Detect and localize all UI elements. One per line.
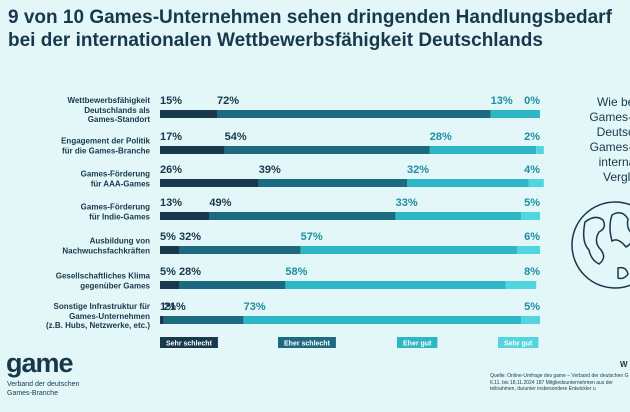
- bar-segment: [528, 179, 544, 187]
- bar-segment: [160, 110, 217, 118]
- value-label: 26%: [160, 164, 182, 176]
- bar-segment: [160, 281, 179, 289]
- legend-label: Sehr gut: [504, 341, 533, 348]
- bar-segment: [163, 316, 244, 324]
- legend-label: Sehr schlecht: [166, 341, 213, 348]
- legend-label: Eher schlecht: [284, 341, 331, 348]
- bar-segment: [217, 110, 491, 118]
- value-label: 5%: [160, 231, 176, 243]
- value-label: 57%: [301, 231, 323, 243]
- value-label: 8%: [524, 266, 540, 278]
- bar-segment: [429, 146, 537, 154]
- category-label: Games-Förderung für AAA-Games: [80, 169, 150, 189]
- category-label: Wettbewerbsfähigkeit Deutschlands als Ga…: [67, 95, 150, 124]
- category-label: Gesellschaftliches Klima gegenüber Games: [55, 271, 150, 291]
- value-label: 15%: [160, 95, 182, 107]
- bar-segment: [160, 179, 259, 187]
- value-label: 72%: [217, 95, 239, 107]
- bar-segment: [160, 316, 164, 324]
- bar-segment: [536, 146, 544, 154]
- value-label: 32%: [179, 231, 201, 243]
- bar-segment: [407, 179, 529, 187]
- value-label: 28%: [430, 131, 452, 143]
- bar-segment: [160, 212, 210, 220]
- bar-segment: [285, 281, 506, 289]
- value-label: 39%: [259, 164, 281, 176]
- bar-segment: [490, 110, 540, 118]
- value-label: 4%: [524, 164, 540, 176]
- legend-swatch: [397, 337, 438, 348]
- value-label: 5%: [160, 266, 176, 278]
- source: Quelle: Online-Umfrage des game – Verban…: [490, 373, 629, 392]
- value-label: 58%: [285, 266, 307, 278]
- value-label: 54%: [225, 131, 247, 143]
- value-label: 13%: [160, 197, 182, 209]
- value-label: 17%: [160, 131, 182, 143]
- category-label: Sonstige Infrastruktur für Games-Unterne…: [45, 301, 150, 330]
- corner-letter: W: [620, 360, 628, 369]
- legend-swatch: [278, 337, 336, 348]
- value-label: 13%: [491, 95, 513, 107]
- value-label: 49%: [209, 197, 231, 209]
- legend-label: Eher gut: [403, 341, 432, 348]
- value-label: 32%: [407, 164, 429, 176]
- logo-subtitle: Verband der deutschen Games-Branche: [7, 381, 80, 397]
- value-label: 21%: [164, 301, 186, 313]
- legend-swatch: [160, 337, 218, 348]
- category-label: Games-Förderung für Indie-Games: [80, 202, 150, 222]
- bar-segment: [209, 212, 396, 220]
- bar-segment: [395, 212, 521, 220]
- value-label: 0%: [524, 95, 540, 107]
- bar-segment: [505, 281, 537, 289]
- value-label: 5%: [524, 301, 540, 313]
- value-label: 33%: [396, 197, 418, 209]
- value-label: 6%: [524, 231, 540, 243]
- bar-segment: [521, 316, 540, 324]
- bar-segment: [517, 246, 540, 254]
- value-label: 5%: [524, 197, 540, 209]
- side-text: Wie bew Games-Unt Deutschl Games-Sta int…: [589, 95, 630, 184]
- value-label: 73%: [244, 301, 266, 313]
- globe: [571, 201, 630, 289]
- bar-segment: [224, 146, 430, 154]
- category-label: Ausbildung von Nachwuchsfachkräften: [62, 236, 150, 256]
- bar-segment: [160, 246, 179, 254]
- value-label: 28%: [179, 266, 201, 278]
- bar-segment: [243, 316, 521, 324]
- chart-title: 9 von 10 Games-Unternehmen sehen dringen…: [8, 7, 612, 51]
- bar-segment: [179, 246, 301, 254]
- bar-segment: [160, 146, 225, 154]
- category-label: Engagement der Politik für die Games-Bra…: [61, 136, 150, 156]
- value-label: 1%: [160, 301, 176, 313]
- legend-swatch: [498, 337, 539, 348]
- logo-word: game: [6, 348, 74, 378]
- value-label: 2%: [524, 131, 540, 143]
- bar-segment: [179, 281, 286, 289]
- bar-segment: [258, 179, 407, 187]
- bar-segment: [521, 212, 540, 220]
- bar-segment: [300, 246, 518, 254]
